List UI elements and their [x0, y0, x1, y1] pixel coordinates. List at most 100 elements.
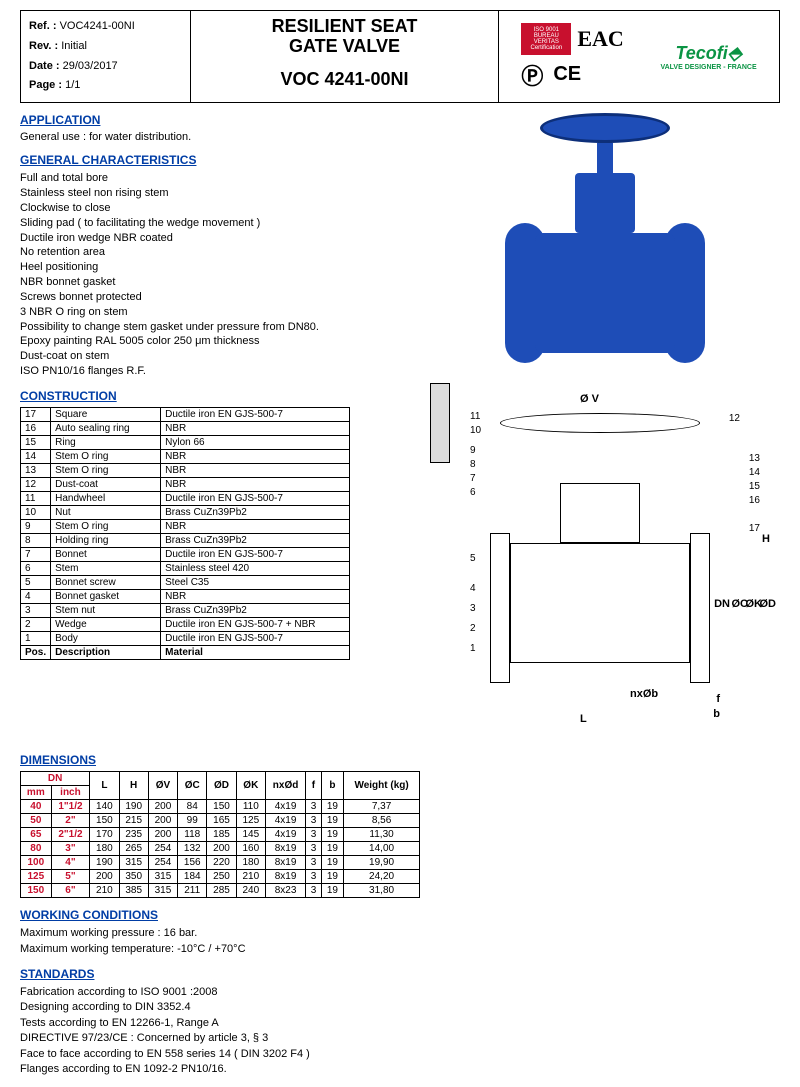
table-cell: Stem nut — [51, 604, 161, 618]
table-cell: Wedge — [51, 618, 161, 632]
standards-line: Fabrication according to ISO 9001 :2008 — [20, 985, 780, 1000]
table-header-cell: nxØd — [265, 772, 305, 800]
ref-value: VOC4241-00NI — [60, 20, 135, 32]
table-row: 803"1802652541322001608x1931914,00 — [21, 842, 420, 856]
table-cell: Ductile iron EN GJS-500-7 + NBR — [161, 618, 350, 632]
table-cell: 3 — [306, 814, 322, 828]
table-cell: 2" — [51, 814, 90, 828]
table-cell: 385 — [119, 884, 148, 898]
table-cell: Bonnet screw — [51, 576, 161, 590]
table-cell: 200 — [90, 870, 119, 884]
table-header-cell: H — [119, 772, 148, 800]
table-row: 1506"2103853152112852408x2331931,80 — [21, 884, 420, 898]
page-label: Page : — [29, 79, 62, 91]
table-cell: Ring — [51, 436, 161, 450]
table-row: 5Bonnet screwSteel C35 — [21, 576, 350, 590]
callout-15: 15 — [749, 481, 760, 492]
table-cell: 31,80 — [344, 884, 420, 898]
gen-char-item: Sliding pad ( to facilitating the wedge … — [20, 216, 420, 231]
standards-line: Flanges according to EN 1092-2 PN10/16. — [20, 1062, 780, 1077]
table-cell: 2 — [21, 618, 51, 632]
callout-16: 16 — [749, 495, 760, 506]
gen-char-item: Clockwise to close — [20, 201, 420, 216]
dn-header: DN — [21, 772, 90, 786]
callout-11: 11 — [470, 411, 480, 422]
table-header-cell: Description — [51, 646, 161, 660]
table-cell: Nylon 66 — [161, 436, 350, 450]
gen-char-item: No retention area — [20, 245, 420, 260]
table-cell: NBR — [161, 450, 350, 464]
table-cell: NBR — [161, 520, 350, 534]
table-cell: 3" — [51, 842, 90, 856]
table-cell: 19 — [321, 828, 343, 842]
table-header-cell: L — [90, 772, 119, 800]
table-cell: 8x19 — [265, 842, 305, 856]
table-cell: 125 — [21, 870, 52, 884]
table-cell: Brass CuZn39Pb2 — [161, 506, 350, 520]
working-conditions-text: Maximum working pressure : 16 bar.Maximu… — [20, 926, 780, 957]
table-cell: Stainless steel 420 — [161, 562, 350, 576]
table-cell: 5" — [51, 870, 90, 884]
table-cell: 40 — [21, 800, 52, 814]
table-cell: 160 — [236, 842, 265, 856]
table-cell: Dust-coat — [51, 478, 161, 492]
table-cell: NBR — [161, 464, 350, 478]
table-cell: Stem O ring — [51, 464, 161, 478]
table-cell: 315 — [148, 870, 177, 884]
table-cell: 180 — [236, 856, 265, 870]
dim-nxob: nxØb — [630, 688, 658, 700]
table-row: 16Auto sealing ringNBR — [21, 422, 350, 436]
table-cell: 3 — [306, 856, 322, 870]
table-cell: 17 — [21, 408, 51, 422]
table-header-cell: ØD — [207, 772, 236, 800]
table-cell: 100 — [21, 856, 52, 870]
table-row: 13Stem O ringNBR — [21, 464, 350, 478]
table-row: 8Holding ringBrass CuZn39Pb2 — [21, 534, 350, 548]
gen-char-item: Dust-coat on stem — [20, 349, 420, 364]
table-row: 2WedgeDuctile iron EN GJS-500-7 + NBR — [21, 618, 350, 632]
table-header-cell: inch — [51, 786, 90, 800]
callout-9: 9 — [470, 445, 476, 456]
table-cell: Brass CuZn39Pb2 — [161, 534, 350, 548]
table-cell: 16 — [21, 422, 51, 436]
callout-17: 17 — [749, 523, 760, 534]
product-code: VOC 4241-00NI — [197, 69, 492, 90]
table-cell: 11 — [21, 492, 51, 506]
table-cell: Ductile iron EN GJS-500-7 — [161, 548, 350, 562]
table-cell: 210 — [90, 884, 119, 898]
table-cell: 170 — [90, 828, 119, 842]
table-row: 1BodyDuctile iron EN GJS-500-7 — [21, 632, 350, 646]
table-cell: 315 — [119, 856, 148, 870]
valve-product-photo — [485, 113, 725, 373]
table-cell: 200 — [148, 800, 177, 814]
bureau-veritas-badge: ISO 9001 BUREAU VERITAS Certification — [521, 23, 571, 55]
dim-v: Ø V — [580, 393, 599, 405]
table-row: 6StemStainless steel 420 — [21, 562, 350, 576]
gen-char-item: Ductile iron wedge NBR coated — [20, 231, 420, 246]
table-row: 502"150215200991651254x193198,56 — [21, 814, 420, 828]
table-header-cell: Weight (kg) — [344, 772, 420, 800]
table-cell: 200 — [148, 814, 177, 828]
table-cell: 254 — [148, 842, 177, 856]
table-cell: 50 — [21, 814, 52, 828]
table-cell: 140 — [90, 800, 119, 814]
table-row: 4Bonnet gasketNBR — [21, 590, 350, 604]
table-header-cell: ØC — [178, 772, 207, 800]
table-cell: 185 — [207, 828, 236, 842]
table-cell: 235 — [119, 828, 148, 842]
table-cell: 8x19 — [265, 870, 305, 884]
standards-line: Face to face according to EN 558 series … — [20, 1047, 780, 1062]
table-row: 1004"1903152541562201808x1931919,90 — [21, 856, 420, 870]
gen-char-item: Heel positioning — [20, 260, 420, 275]
table-cell: 8x23 — [265, 884, 305, 898]
table-cell: 8 — [21, 534, 51, 548]
standards-line: Designing according to DIN 3352.4 — [20, 1000, 780, 1015]
table-row: 7BonnetDuctile iron EN GJS-500-7 — [21, 548, 350, 562]
callout-6: 6 — [470, 487, 476, 498]
callout-13: 13 — [749, 453, 760, 464]
table-cell: Ductile iron EN GJS-500-7 — [161, 632, 350, 646]
table-cell: 9 — [21, 520, 51, 534]
table-cell: 132 — [178, 842, 207, 856]
table-cell: 240 — [236, 884, 265, 898]
table-cell: 4x19 — [265, 800, 305, 814]
